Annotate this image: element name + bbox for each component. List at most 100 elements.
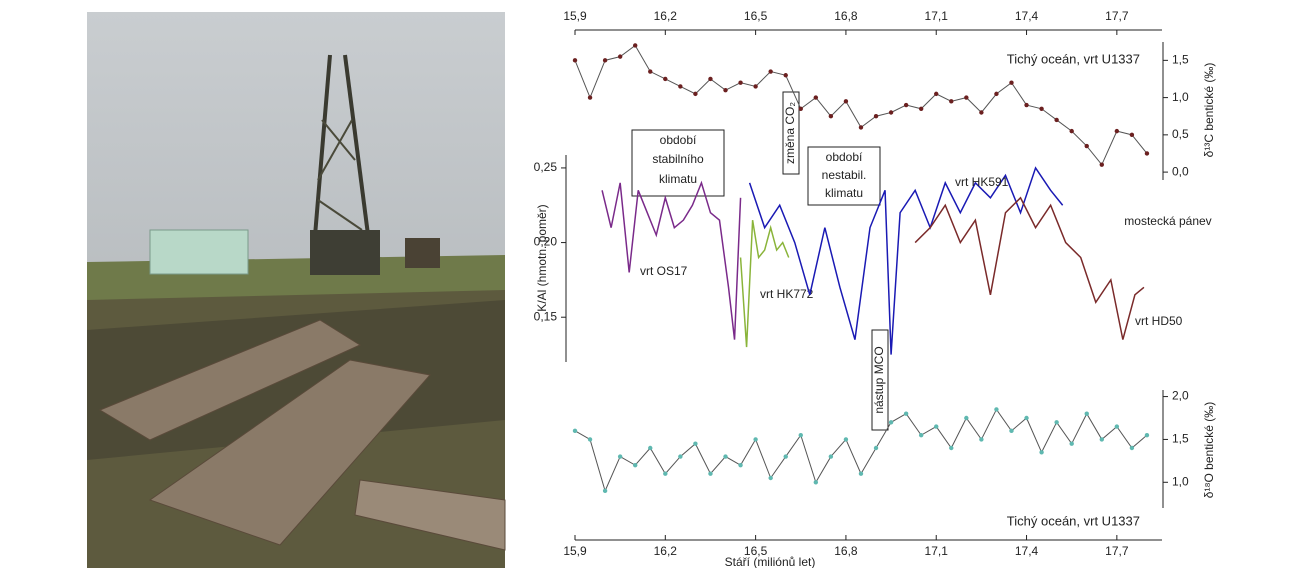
annotation: mostecká pánev [1124,214,1211,228]
y-tick-label: 1,5 [1172,53,1189,67]
y-tick-label: 0,20 [534,235,558,249]
x-axis-label: Stáří (miliónů let) [725,555,816,568]
marker [663,471,668,476]
x-tick-label: 15,9 [563,9,587,23]
annotation: změna CO₂ [783,102,797,164]
marker [753,437,758,442]
marker [768,69,773,74]
marker [979,110,984,115]
line [748,166,1064,355]
x-tick-label: 16,2 [654,544,678,558]
marker [1129,445,1135,451]
marker [949,99,954,104]
annotations [631,91,889,431]
marker [798,432,803,438]
x-tick-label: 15,9 [563,544,587,558]
marker [572,428,578,434]
marker [617,454,623,459]
marker [693,91,698,97]
annotation: období [826,150,863,164]
x-tick-label: 17,7 [1105,9,1129,23]
marker [1024,102,1029,108]
marker [1069,128,1074,134]
marker [873,445,879,451]
x-tick-label: 16,2 [654,9,678,23]
marker [708,76,713,82]
marker [783,454,788,459]
y-tick-label: 1,5 [1172,432,1189,446]
y-tick-label: 0,25 [534,160,558,174]
x-tick-label: 16,8 [834,9,858,23]
marker [888,420,894,425]
marker [1084,411,1089,416]
marker [843,437,849,442]
marker [858,471,864,476]
annotation-box [782,91,800,175]
marker [1114,424,1120,429]
marker [828,114,834,119]
marker [828,454,834,459]
annotation: Tichý oceán, vrt U1337 [1007,51,1140,66]
marker [813,480,819,485]
marker [633,43,638,48]
series-label: vrt OS17 [640,264,688,278]
marker [723,87,728,93]
marker [723,454,728,459]
line [914,196,1145,340]
marker [1054,117,1059,123]
marker [602,58,608,63]
marker [994,407,999,412]
marker [934,91,939,97]
marker [1039,106,1044,111]
marker [843,99,849,104]
x-tick-label: 17,4 [1015,544,1039,558]
marker [934,424,939,429]
marker [1099,162,1104,167]
annotation-box [631,129,725,197]
marker [678,84,683,89]
y-tick-label: 0,15 [534,309,558,323]
marker [994,91,999,97]
marker [587,437,593,442]
marker [678,454,683,459]
marker [964,95,969,100]
annotation: klimatu [659,172,697,186]
marker [1069,441,1074,446]
line [601,180,742,340]
marker [1099,437,1104,442]
marker [918,432,924,438]
marker [587,95,593,100]
y-tick-label: 1,0 [1172,474,1189,488]
marker [648,445,653,451]
y-tick-label: 0,0 [1172,164,1189,178]
annotation: stabilního [652,152,704,166]
marker [617,54,623,59]
annotation: klimatu [825,186,863,200]
marker [738,80,743,85]
marker [888,110,894,115]
marker [1039,450,1044,455]
marker [708,471,713,476]
series-label: vrt HD50 [1135,314,1183,328]
marker [768,475,773,481]
marker [918,106,924,111]
marker [1009,428,1014,434]
marker [693,441,698,446]
marker [1114,128,1120,134]
marker [663,76,668,82]
y-tick-label: 2,0 [1172,389,1189,403]
marker [753,84,758,89]
x-tick-label: 17,1 [925,9,949,23]
annotation: období [660,133,697,147]
annotation: Tichý oceán, vrt U1337 [1007,513,1140,528]
x-tick-label: 16,5 [744,9,768,23]
marker [1144,151,1150,156]
photo [87,12,506,568]
x-tick-label: 17,1 [925,544,949,558]
annotation-box [807,146,881,206]
marker [979,437,984,442]
marker [1009,80,1014,85]
line [739,220,790,348]
marker [858,125,864,130]
